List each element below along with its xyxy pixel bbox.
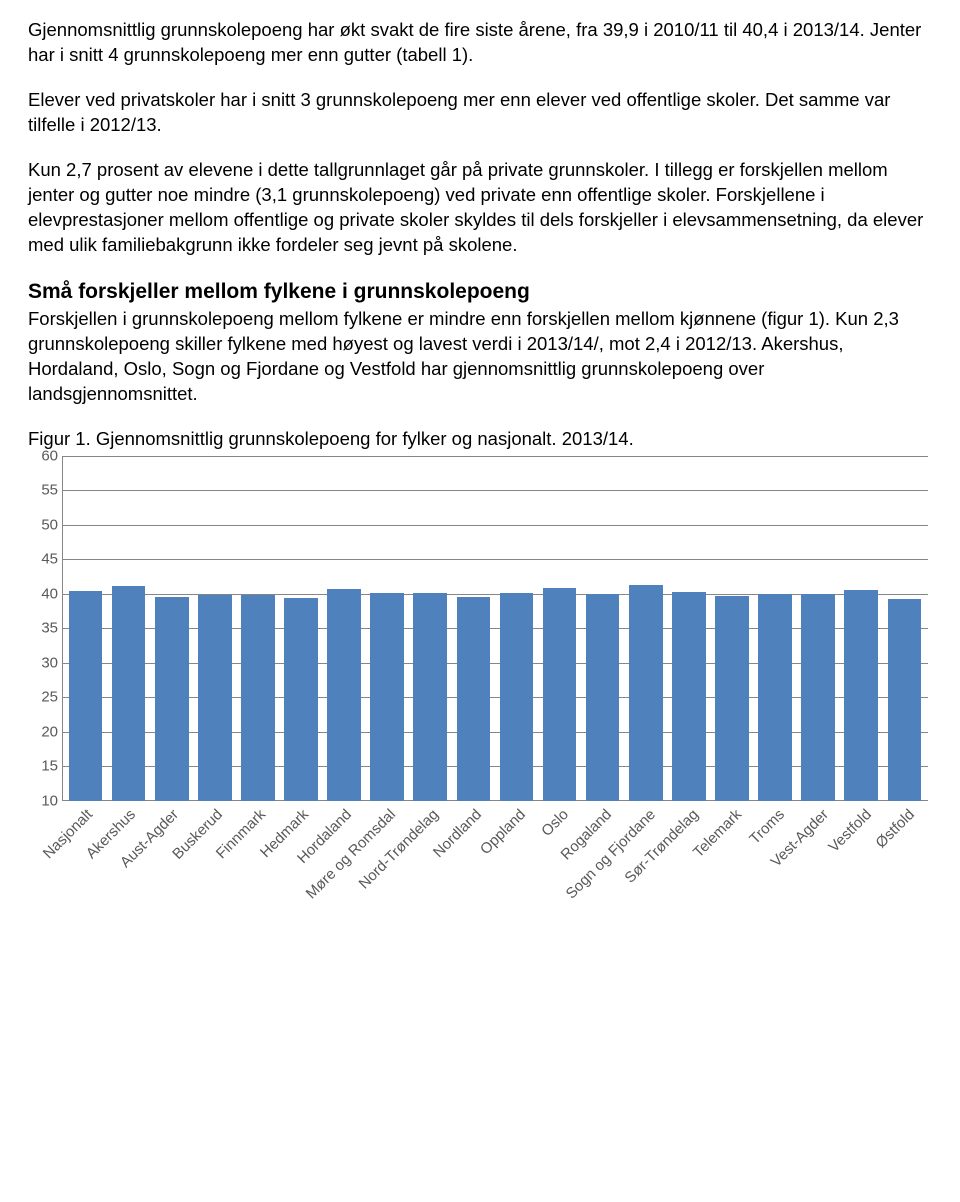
- chart-bar: [801, 594, 835, 801]
- chart-xlabel-slot: Hedmark: [278, 806, 321, 921]
- chart-xlabel-slot: Buskerud: [192, 806, 235, 921]
- chart-bar-slot: [581, 456, 624, 801]
- chart-bar: [457, 597, 491, 801]
- chart-ytick: 30: [28, 654, 58, 671]
- chart-bar-slot: [409, 456, 452, 801]
- chart-bar-slot: [107, 456, 150, 801]
- chart-ytick: 25: [28, 689, 58, 706]
- chart-xlabel-slot: Oslo: [538, 806, 581, 921]
- section-fylker: Små forskjeller mellom fylkene i grunnsk…: [28, 278, 932, 407]
- chart-xlabel-slot: Nordland: [452, 806, 495, 921]
- chart-bar-slot: [366, 456, 409, 801]
- chart-xlabel: Oslo: [538, 806, 572, 840]
- chart-bar-slot: [624, 456, 667, 801]
- chart-bar-slot: [323, 456, 366, 801]
- chart-bar-slot: [754, 456, 797, 801]
- chart-bar-slot: [538, 456, 581, 801]
- body-paragraph-2: Elever ved privatskoler har i snitt 3 gr…: [28, 88, 932, 138]
- section-heading: Små forskjeller mellom fylkene i grunnsk…: [28, 278, 932, 305]
- chart-xlabel-slot: Vestfold: [841, 806, 884, 921]
- chart-bar-slot: [64, 456, 107, 801]
- chart-ytick: 40: [28, 585, 58, 602]
- body-paragraph-3: Kun 2,7 prosent av elevene i dette tallg…: [28, 158, 932, 258]
- chart-bar-slot: [840, 456, 883, 801]
- chart-bar: [413, 593, 447, 801]
- chart-xlabel-slot: Oppland: [495, 806, 538, 921]
- chart-bar-slot: [495, 456, 538, 801]
- chart-xlabel-slot: Sør-Trøndelag: [668, 806, 711, 921]
- chart-xlabel-slot: Østfold: [885, 806, 928, 921]
- chart-bar: [844, 590, 878, 800]
- chart-ytick: 60: [28, 447, 58, 464]
- section-body: Forskjellen i grunnskolepoeng mellom fyl…: [28, 307, 932, 407]
- chart-bar-slot: [710, 456, 753, 801]
- chart-bar: [112, 586, 146, 801]
- chart-bar-slot: [883, 456, 926, 801]
- chart-bar: [69, 591, 103, 801]
- chart-ytick: 10: [28, 792, 58, 809]
- chart-xlabel-slot: Nasjonalt: [62, 806, 105, 921]
- chart-bar: [758, 594, 792, 801]
- chart-bar-slot: [452, 456, 495, 801]
- chart-xlabel-slot: Aust-Agder: [149, 806, 192, 921]
- chart-xlabels: NasjonaltAkershusAust-AgderBuskerudFinnm…: [62, 806, 928, 921]
- chart-ytick: 50: [28, 516, 58, 533]
- figure-caption: Figur 1. Gjennomsnittlig grunnskolepoeng…: [28, 427, 932, 452]
- chart-bar: [198, 595, 232, 801]
- chart-bar-slot: [193, 456, 236, 801]
- chart-bar-slot: [236, 456, 279, 801]
- chart-xlabel-slot: Finnmark: [235, 806, 278, 921]
- chart-bars: [62, 456, 928, 801]
- chart-bar: [629, 585, 663, 801]
- chart-bar: [500, 593, 534, 801]
- chart-ytick: 45: [28, 551, 58, 568]
- chart-ytick: 55: [28, 482, 58, 499]
- chart-bar: [672, 592, 706, 801]
- chart-ytick: 35: [28, 620, 58, 637]
- chart-bar-slot: [667, 456, 710, 801]
- body-paragraph-1: Gjennomsnittlig grunnskolepoeng har økt …: [28, 18, 932, 68]
- chart-xlabel-slot: Vest-Agder: [798, 806, 841, 921]
- chart-bar-slot: [797, 456, 840, 801]
- chart-bar: [155, 597, 189, 801]
- chart-ytick: 20: [28, 723, 58, 740]
- chart-bar: [543, 588, 577, 801]
- chart-bar: [715, 596, 749, 801]
- chart-bar: [327, 589, 361, 801]
- chart-bar: [241, 595, 275, 801]
- chart-xlabel-slot: Telemark: [711, 806, 754, 921]
- chart-bar: [284, 598, 318, 801]
- chart-bar-slot: [150, 456, 193, 801]
- chart-bar: [888, 599, 922, 801]
- chart-ytick: 15: [28, 758, 58, 775]
- chart-bar: [586, 594, 620, 801]
- chart-bar: [370, 593, 404, 801]
- figure-1-chart: 1015202530354045505560 NasjonaltAkershus…: [28, 456, 928, 921]
- chart-xlabel-slot: Nord-Trøndelag: [408, 806, 451, 921]
- chart-bar-slot: [279, 456, 322, 801]
